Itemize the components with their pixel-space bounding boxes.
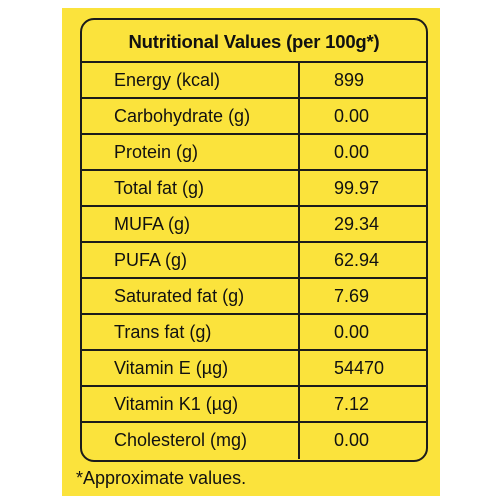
nutrient-name: Protein (g) — [82, 135, 300, 169]
nutrient-value: 0.00 — [334, 142, 370, 162]
table-row: Total fat (g) 99.97 — [82, 171, 426, 207]
nutrient-name: PUFA (g) — [82, 243, 300, 277]
table-row: Vitamin E (µg) 54470 — [82, 351, 426, 387]
nutrient-value: 7.69 — [334, 286, 370, 306]
nutrient-name: Carbohydrate (g) — [82, 99, 300, 133]
nutrient-value: 99.97 — [334, 178, 380, 198]
nutrient-value: 0.00 — [334, 106, 370, 126]
nutrient-value: 54470 — [334, 358, 385, 378]
table-row: Vitamin K1 (µg) 7.12 — [82, 387, 426, 423]
nutrient-value: 62.94 — [334, 250, 380, 270]
nutrient-value: 0.00 — [334, 430, 370, 450]
nutrient-value: 29.34 — [334, 214, 380, 234]
nutrient-value: 899 — [334, 70, 365, 90]
table-row: PUFA (g) 62.94 — [82, 243, 426, 279]
table-row: MUFA (g) 29.34 — [82, 207, 426, 243]
table-row: Carbohydrate (g) 0.00 — [82, 99, 426, 135]
footnote: *Approximate values. — [76, 468, 247, 488]
nutrient-name: MUFA (g) — [82, 207, 300, 241]
nutrient-name: Vitamin K1 (µg) — [82, 387, 300, 421]
label-panel — [62, 8, 440, 496]
table-row: Saturated fat (g) 7.69 — [82, 279, 426, 315]
nutrient-value: 7.12 — [334, 394, 370, 414]
nutrient-value: 0.00 — [334, 322, 370, 342]
table-row: Cholesterol (mg) 0.00 — [82, 423, 426, 459]
table-title: Nutritional Values (per 100g*) — [82, 20, 426, 63]
nutrient-name: Trans fat (g) — [82, 315, 300, 349]
nutrient-name: Saturated fat (g) — [82, 279, 300, 313]
nutrient-name: Energy (kcal) — [82, 63, 300, 97]
table-body: Energy (kcal) 899 Carbohydrate (g) 0.00 … — [82, 63, 426, 459]
table-row: Trans fat (g) 0.00 — [82, 315, 426, 351]
table-row: Protein (g) 0.00 — [82, 135, 426, 171]
nutrient-name: Vitamin E (µg) — [82, 351, 300, 385]
nutrient-name: Cholesterol (mg) — [82, 423, 300, 459]
nutrient-name: Total fat (g) — [82, 171, 300, 205]
nutrition-table: Nutritional Values (per 100g*) Energy (k… — [80, 18, 428, 462]
table-row: Energy (kcal) 899 — [82, 63, 426, 99]
